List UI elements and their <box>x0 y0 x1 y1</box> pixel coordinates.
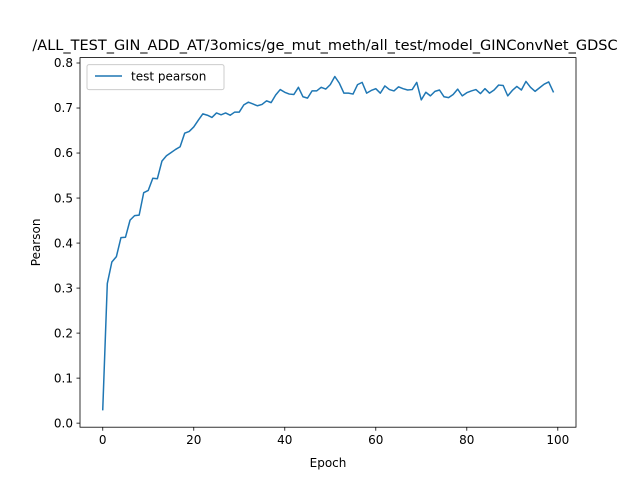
x-tick-label: 20 <box>186 433 201 447</box>
y-tick-label: 0.4 <box>54 236 73 250</box>
chart-title: /ALL_TEST_GIN_ADD_AT/3omics/ge_mut_meth/… <box>32 38 617 54</box>
y-tick-label: 0.0 <box>54 416 73 430</box>
y-tick-label: 0.6 <box>54 146 73 160</box>
x-tick-label: 80 <box>459 433 474 447</box>
series-line-test-pearson <box>101 75 555 411</box>
axes-frame <box>79 57 577 428</box>
x-tick-label: 40 <box>277 433 292 447</box>
y-axis: 0.0 0.1 0.2 0.3 0.4 0.5 0.6 0.7 0.8 <box>54 56 80 430</box>
y-tick-label: 0.5 <box>54 191 73 205</box>
legend-frame <box>86 64 225 91</box>
y-tick-label: 0.2 <box>54 326 73 340</box>
y-tick-label: 0.7 <box>54 101 73 115</box>
legend-label: test pearson <box>131 70 206 84</box>
legend: test pearson <box>86 64 225 91</box>
y-tick-label: 0.3 <box>54 281 73 295</box>
plot-area <box>101 75 555 411</box>
x-axis-label: Epoch <box>310 456 347 470</box>
x-axis: 0 20 40 60 80 100 <box>99 427 569 447</box>
y-axis-label: Pearson <box>29 219 43 267</box>
y-tick-label: 0.8 <box>54 56 73 70</box>
x-tick-label: 100 <box>546 433 569 447</box>
x-tick-label: 60 <box>368 433 383 447</box>
x-tick-label: 0 <box>99 433 107 447</box>
y-tick-label: 0.1 <box>54 371 73 385</box>
